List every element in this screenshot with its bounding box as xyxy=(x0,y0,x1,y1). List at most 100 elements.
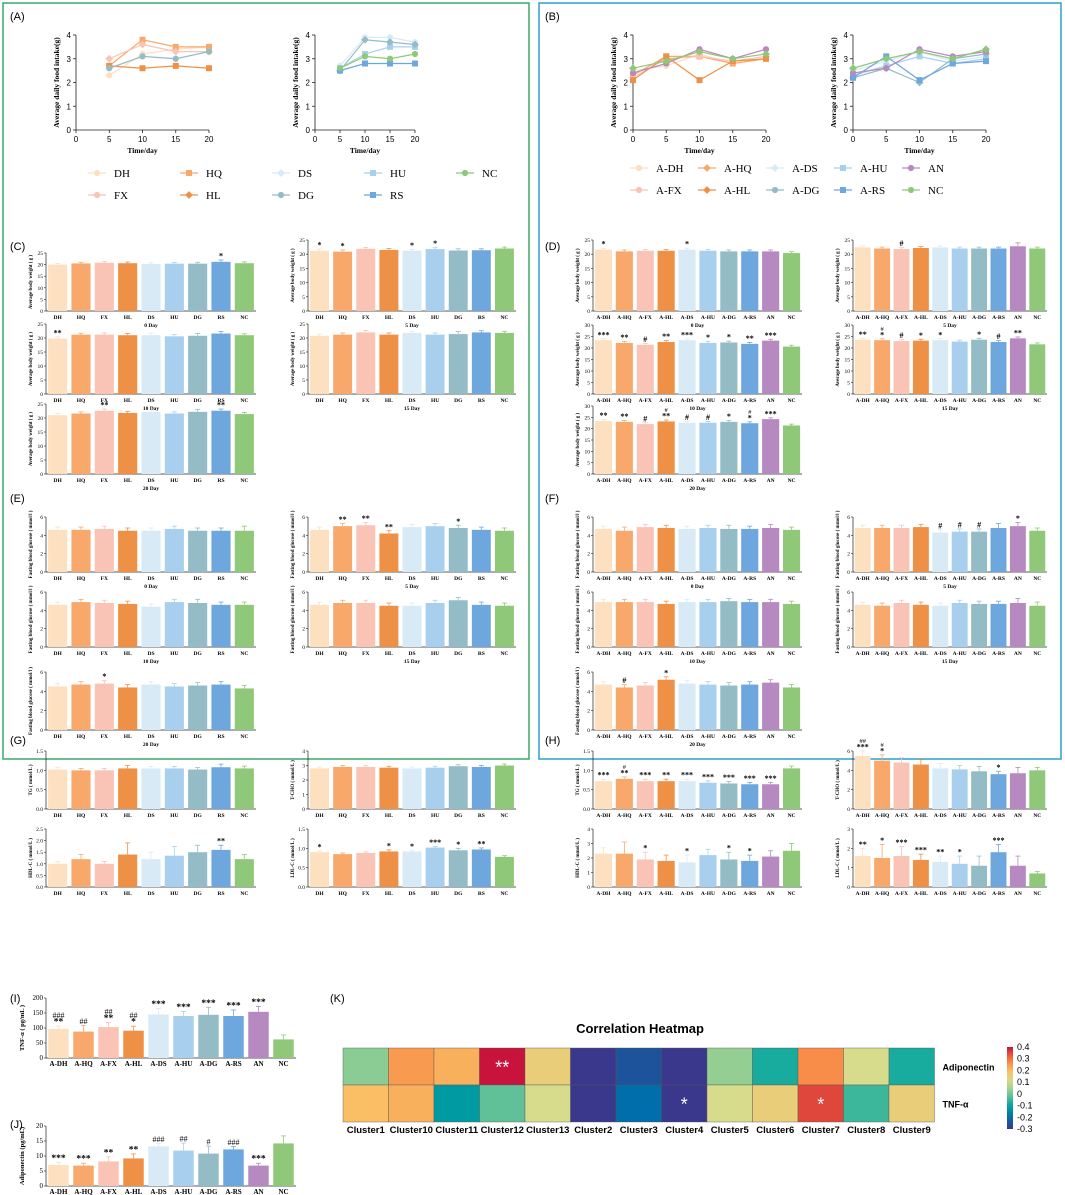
x-tick-label: A-HL xyxy=(659,891,673,897)
heatmap-cell xyxy=(752,1084,799,1123)
x-tick-label: RS xyxy=(478,891,485,897)
bar-NC xyxy=(494,530,514,572)
line-chart-B2: 0 1 2 3 4 0 5 10 15 20 Time/day Average daily food … xyxy=(829,31,991,155)
legend-label: DS xyxy=(298,168,312,180)
bar-chart-F20: 0 2 4 6 A-DH A-HQ # A-FX A-HL * A-DS A-HU A-DG A-RS AN… xyxy=(576,667,802,748)
data-point-NC xyxy=(882,54,891,63)
bar-NC xyxy=(782,253,801,311)
heatmap-col-label: Cluster13 xyxy=(526,1125,569,1136)
data-point-A-RS xyxy=(916,77,923,84)
x-tick-label: A-DH xyxy=(50,1188,68,1195)
significance-mark: * xyxy=(880,836,884,845)
x-tick-label: A-FX xyxy=(639,651,652,657)
bar-FX xyxy=(356,248,376,311)
legend-label: DH xyxy=(114,168,130,180)
x-tick-label: DH xyxy=(315,651,324,657)
bar-NC xyxy=(494,332,514,394)
significance-mark: # xyxy=(880,326,884,333)
x-tick-label: RS xyxy=(478,576,485,582)
significance-mark: * xyxy=(601,240,605,249)
heatmap-col-label: Cluster12 xyxy=(481,1125,524,1136)
chart-title: 5 Day xyxy=(405,584,419,590)
bar-A-RS xyxy=(990,603,1007,647)
bar-AN xyxy=(762,856,780,887)
significance-mark: *** xyxy=(765,409,777,418)
y-tick-label: 1.5 xyxy=(36,749,43,755)
bar-DS xyxy=(402,768,422,809)
legend-marker-NC xyxy=(907,186,915,194)
y-axis-label: Average daily food intake(g) xyxy=(291,37,300,128)
bar-A-DS xyxy=(678,862,696,887)
x-tick-label: NC xyxy=(788,576,796,582)
x-tick-label: A-DG xyxy=(972,813,987,819)
x-tick-label: NC xyxy=(500,576,508,582)
y-axis-label: Adiponectin (pg/mL) xyxy=(19,1127,26,1185)
x-tick-label: 5 xyxy=(107,135,112,144)
x-tick-label: A-RS xyxy=(992,576,1005,582)
x-tick-label: DG xyxy=(454,315,463,321)
bar-chart-D0: 0 5 10 15 20 25 A-DH * A-HQ A-FX A-HL A-DS * A-HU A-DG… xyxy=(576,238,802,329)
y-tick-label: 5 xyxy=(302,295,305,301)
x-tick-label: HL xyxy=(124,576,132,582)
x-tick-label: A-FX xyxy=(895,651,908,657)
x-tick-label: A-DG xyxy=(972,315,987,321)
bar-A-HU xyxy=(951,603,968,647)
bar-A-DH xyxy=(48,1165,69,1186)
y-tick-label: 0.0 xyxy=(583,807,590,813)
bar-A-HQ xyxy=(615,853,633,887)
legend-label: A-RS xyxy=(860,185,885,197)
x-tick-label: A-HL xyxy=(914,315,928,321)
bar-A-FX xyxy=(636,424,654,474)
bar-AN xyxy=(1009,603,1026,647)
bar-NC xyxy=(273,1039,294,1058)
bar-A-DS xyxy=(932,340,949,394)
legend-marker-A-RS xyxy=(840,187,846,193)
x-tick-label: 20 xyxy=(411,135,420,144)
x-axis-label: Time/day xyxy=(127,146,158,155)
y-axis-label: Fasting blood glucose ( mmol/l ) xyxy=(836,510,841,578)
significance-mark: ** xyxy=(104,1148,114,1158)
heatmap-col-label: Cluster5 xyxy=(711,1125,750,1136)
x-tick-label: A-RS xyxy=(225,1060,241,1068)
y-tick-label: 0 xyxy=(40,570,43,576)
y-axis-label: Average body weight ( g ) xyxy=(836,332,841,387)
bar-NC xyxy=(234,263,254,311)
y-tick-label: 6 xyxy=(40,590,43,596)
y-axis-label: Average body weight ( g ) xyxy=(576,248,581,303)
bar-A-HQ xyxy=(73,1165,94,1186)
y-tick-label: 0 xyxy=(40,1054,44,1062)
significance-mark: ** xyxy=(100,401,108,410)
data-point-DG xyxy=(205,48,213,55)
y-tick-label: 4 xyxy=(302,749,305,755)
significance-mark: *** xyxy=(744,774,756,783)
legend-marker-DH xyxy=(93,169,101,177)
data-point-FX xyxy=(171,47,180,56)
x-tick-label: A-DH xyxy=(596,315,611,321)
x-tick-label: A-HU xyxy=(953,398,967,404)
x-tick-label: 0 xyxy=(74,135,79,144)
y-tick-label: 0 xyxy=(302,309,305,315)
bar-FX xyxy=(94,528,114,572)
bar-A-HL xyxy=(912,604,929,647)
chart-title: 5 Day xyxy=(405,323,419,329)
bar-NC xyxy=(1029,344,1046,394)
bar-A-DH xyxy=(594,602,613,647)
x-tick-label: 10 xyxy=(695,135,704,144)
significance-mark: ** xyxy=(104,1014,114,1024)
y-tick-label: 15 xyxy=(300,266,306,272)
y-tick-label: 20 xyxy=(38,336,44,342)
bar-RS xyxy=(471,250,491,311)
y-tick-label: 0.0 xyxy=(298,885,305,891)
bar-DG xyxy=(448,850,468,887)
x-tick-label: A-HU xyxy=(701,478,715,484)
y-tick-label: 4 xyxy=(587,827,590,833)
x-tick-label: A-DH xyxy=(50,1060,68,1068)
y-tick-label: 4 xyxy=(847,608,850,614)
y-tick-label: 15 xyxy=(845,358,851,364)
x-tick-label: HL xyxy=(124,478,132,484)
panel-label-i: (I) xyxy=(10,993,20,1005)
x-tick-label: 10 xyxy=(361,135,370,144)
y-tick-label: 2 xyxy=(40,709,43,715)
x-tick-label: AN xyxy=(767,651,775,657)
